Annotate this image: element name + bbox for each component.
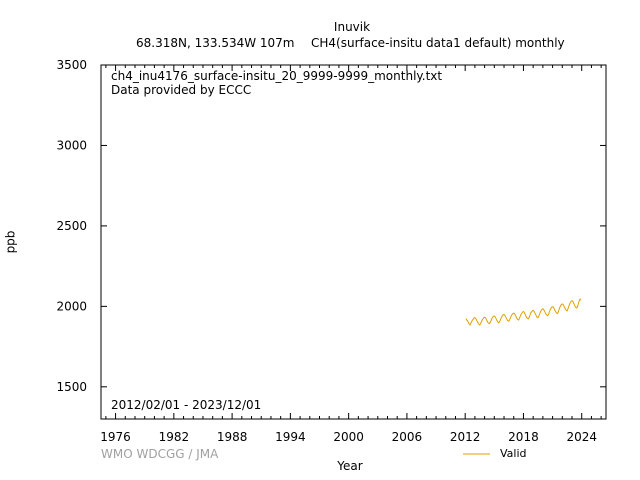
x-tick-label: 2006 [392, 430, 423, 444]
x-tick-label: 1994 [275, 430, 306, 444]
date-range-note: 2012/02/01 - 2023/12/01 [111, 398, 262, 412]
y-axis-title: ppb [3, 230, 18, 254]
plot-frame [100, 64, 607, 420]
x-tick-label: 1976 [100, 430, 131, 444]
credit-label: WMO WDCGG / JMA [101, 447, 219, 461]
y-tick-label: 1500 [56, 380, 87, 394]
legend-label: Valid [500, 447, 527, 460]
x-tick-label: 2000 [333, 430, 364, 444]
y-tick-label: 2000 [56, 299, 87, 313]
y-tick-label: 3500 [56, 58, 87, 72]
y-tick-label: 3000 [56, 138, 87, 152]
station-title: Inuvik [333, 20, 371, 34]
x-tick-label: 2024 [566, 430, 597, 444]
parameter-label: CH4(surface-insitu data1 default) monthl… [311, 36, 565, 50]
x-tick-label: 1988 [217, 430, 248, 444]
file-name-note: ch4_inu4176_surface-insitu_20_9999-9999_… [111, 69, 443, 83]
y-tick-label: 2500 [56, 219, 87, 233]
x-tick-label: 1982 [159, 430, 190, 444]
x-axis: 1976 1982 1988 1994 2000 2006 2012 2018 2024 [100, 65, 602, 444]
x-axis-title: Year [337, 459, 363, 473]
provider-note: Data provided by ECCC [111, 83, 252, 97]
x-tick-label: 2012 [450, 430, 481, 444]
series-line-valid [465, 298, 582, 326]
x-tick-label: 2018 [508, 430, 539, 444]
location-label: 68.318N, 133.534W 107m [136, 36, 295, 50]
y-axis: 1500 2000 2500 3000 3500 [56, 58, 606, 394]
series-layer [465, 298, 582, 326]
